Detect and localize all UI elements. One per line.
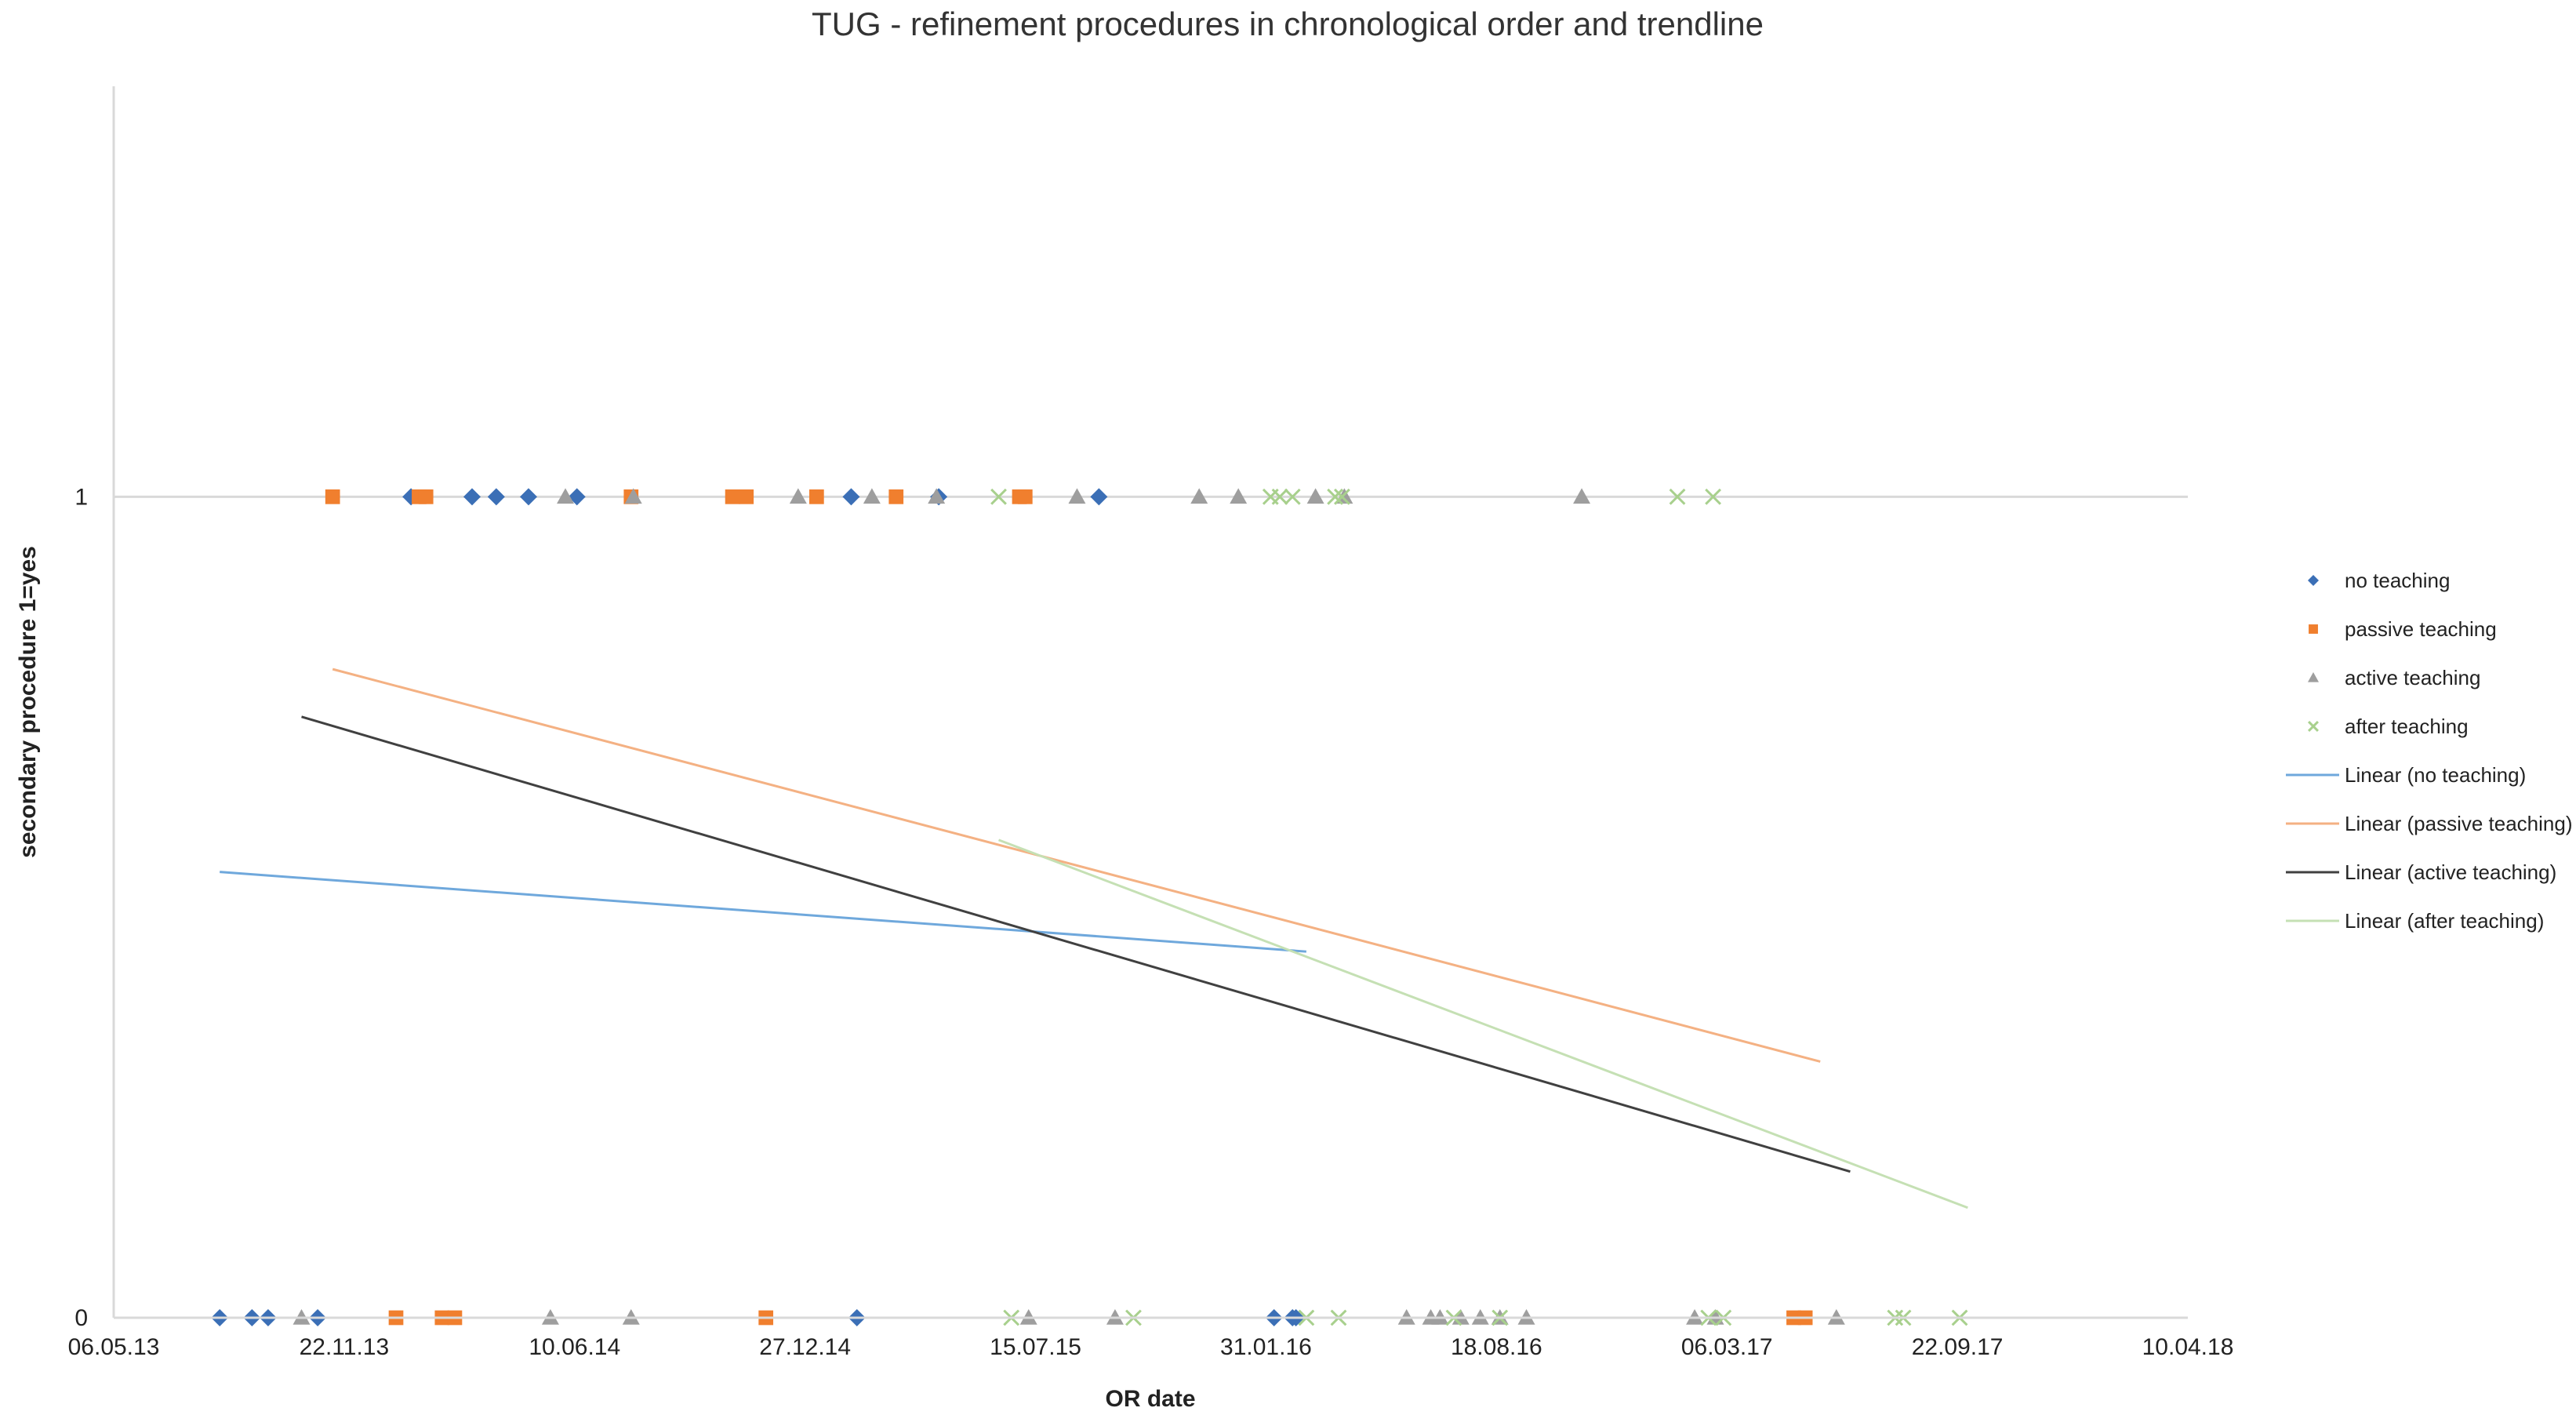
legend-label: after teaching xyxy=(2345,715,2469,738)
data-point-active-teaching xyxy=(624,488,642,504)
data-point-passive-teaching xyxy=(1017,489,1033,504)
trendline-linear-after-teaching xyxy=(998,838,1968,1209)
x-tick-label: 22.11.13 xyxy=(300,1334,390,1360)
x-tick-label: 31.01.16 xyxy=(1220,1334,1312,1360)
data-point-no-teaching xyxy=(1090,488,1108,506)
data-point-after-teaching xyxy=(1284,488,1301,505)
x-tick-label: 18.08.16 xyxy=(1451,1334,1542,1360)
data-point-active-teaching xyxy=(557,488,575,504)
y-tick-label: 0 xyxy=(74,1305,88,1331)
data-point-no-teaching xyxy=(463,488,481,506)
legend: no teaching passive teaching active teachi… xyxy=(2286,569,2573,933)
legend-item: Linear (active teaching) xyxy=(2286,860,2556,884)
x-tick-label: 06.03.17 xyxy=(1681,1334,1773,1360)
data-point-no-teaching xyxy=(842,488,860,506)
trendline-linear-no-teaching xyxy=(220,871,1306,953)
legend-item: no teaching xyxy=(2308,569,2450,592)
trendline-layer xyxy=(220,667,1968,1209)
data-point-active-teaching xyxy=(1230,488,1248,504)
data-point-active-teaching xyxy=(863,488,881,504)
data-point-after-teaching xyxy=(1327,488,1344,505)
data-point-active-teaching xyxy=(1573,488,1591,504)
legend-label: no teaching xyxy=(2345,569,2450,592)
legend-item: Linear (no teaching) xyxy=(2286,763,2526,787)
data-point-passive-teaching xyxy=(325,489,340,504)
data-point-active-teaching xyxy=(1306,488,1324,504)
legend-item: after teaching xyxy=(2307,715,2469,738)
legend-item: Linear (passive teaching) xyxy=(2286,812,2573,835)
data-point-no-teaching xyxy=(487,488,505,506)
data-point-active-teaching xyxy=(928,488,946,504)
data-point-after-teaching xyxy=(1271,488,1288,505)
x-axis-label: OR date xyxy=(1105,1386,1195,1412)
data-point-no-teaching xyxy=(568,488,586,506)
x-tick-labels: 06.05.13 22.11.13 10.06.14 27.12.14 15.07.15… xyxy=(68,1334,2234,1360)
x-tick-label: 22.09.17 xyxy=(1912,1334,2004,1360)
legend-label: Linear (after teaching) xyxy=(2345,909,2544,933)
data-point-after-teaching xyxy=(990,488,1007,505)
legend-marker-active-teaching xyxy=(2308,672,2319,682)
legend-label: passive teaching xyxy=(2345,617,2497,641)
data-point-passive-teaching xyxy=(888,489,904,504)
data-point-after-teaching xyxy=(1669,488,1686,505)
chart-title: TUG - refinement procedures in chronolog… xyxy=(812,5,1764,42)
data-point-layer xyxy=(211,488,1968,1326)
data-point-after-teaching xyxy=(1334,488,1350,505)
legend-item: Linear (after teaching) xyxy=(2286,909,2544,933)
legend-marker-no-teaching xyxy=(2308,575,2319,586)
x-tick-label: 27.12.14 xyxy=(759,1334,851,1360)
legend-item: passive teaching xyxy=(2309,617,2497,641)
trendline-linear-active-teaching xyxy=(301,715,1851,1173)
data-point-passive-teaching xyxy=(809,489,824,504)
legend-label: Linear (active teaching) xyxy=(2345,860,2556,884)
legend-item: active teaching xyxy=(2308,666,2480,689)
data-point-after-teaching xyxy=(1705,488,1721,505)
data-point-active-teaching xyxy=(789,488,807,504)
legend-marker-passive-teaching xyxy=(2309,624,2318,634)
y-axis-label: secondary procedure 1=yes xyxy=(15,546,41,858)
x-tick-label: 06.05.13 xyxy=(68,1334,160,1360)
y-tick-labels: 01 xyxy=(74,484,88,1331)
x-tick-label: 10.06.14 xyxy=(529,1334,620,1360)
data-point-passive-teaching xyxy=(739,489,754,504)
legend-label: Linear (passive teaching) xyxy=(2345,812,2573,835)
legend-marker-after-teaching xyxy=(2307,720,2320,733)
y-tick-label: 1 xyxy=(74,484,88,510)
x-tick-label: 10.04.18 xyxy=(2142,1334,2234,1360)
legend-label: Linear (no teaching) xyxy=(2345,763,2526,787)
data-point-active-teaching xyxy=(1190,488,1208,504)
x-tick-label: 15.07.15 xyxy=(990,1334,1081,1360)
trendline-linear-passive-teaching xyxy=(332,667,1821,1063)
legend-label: active teaching xyxy=(2345,666,2480,689)
data-point-passive-teaching xyxy=(725,489,740,504)
data-point-passive-teaching xyxy=(418,489,434,504)
data-point-no-teaching xyxy=(520,488,537,506)
data-point-active-teaching xyxy=(1068,488,1086,504)
